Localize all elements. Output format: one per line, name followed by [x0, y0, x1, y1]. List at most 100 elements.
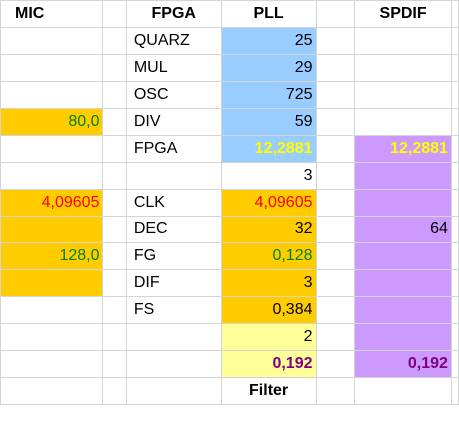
label-cell[interactable]: FS: [125, 296, 222, 325]
cell[interactable]: [354, 377, 452, 406]
cell[interactable]: [450, 53, 459, 82]
cell[interactable]: [450, 269, 459, 298]
spdif-cell[interactable]: 0,192: [354, 350, 452, 379]
pll-cell[interactable]: 2: [220, 323, 317, 352]
cell[interactable]: [315, 350, 356, 379]
mic-cell[interactable]: [0, 26, 104, 55]
mic-cell[interactable]: [0, 80, 104, 109]
cell[interactable]: [0, 377, 104, 406]
mic-cell[interactable]: [0, 323, 104, 352]
pll-cell[interactable]: 29: [220, 53, 317, 82]
cell[interactable]: [450, 161, 459, 190]
cell[interactable]: [102, 269, 127, 298]
cell[interactable]: [315, 377, 356, 406]
cell[interactable]: [450, 0, 459, 28]
cell[interactable]: [450, 377, 459, 406]
spdif-cell[interactable]: [354, 269, 452, 298]
cell[interactable]: [450, 134, 459, 163]
spdif-cell[interactable]: [354, 296, 452, 325]
cell[interactable]: [102, 134, 127, 163]
mic-cell[interactable]: [0, 269, 104, 298]
cell[interactable]: [102, 80, 127, 109]
cell[interactable]: [102, 0, 127, 28]
spdif-cell[interactable]: [354, 53, 452, 82]
cell[interactable]: [315, 53, 356, 82]
cell[interactable]: [102, 26, 127, 55]
pll-cell[interactable]: 32: [220, 215, 317, 244]
pll-cell[interactable]: 725: [220, 80, 317, 109]
fpga-header[interactable]: FPGA: [125, 0, 222, 28]
label-cell[interactable]: DIV: [125, 107, 222, 136]
cell[interactable]: [102, 350, 127, 379]
label-cell[interactable]: [125, 161, 222, 190]
mic-cell[interactable]: [0, 161, 104, 190]
cell[interactable]: [102, 323, 127, 352]
cell[interactable]: [450, 296, 459, 325]
cell[interactable]: [450, 215, 459, 244]
cell[interactable]: [315, 296, 356, 325]
spdif-cell[interactable]: [354, 161, 452, 190]
label-cell[interactable]: FG: [125, 242, 222, 271]
pll-cell[interactable]: 4,09605: [220, 188, 317, 217]
cell[interactable]: [102, 161, 127, 190]
cell[interactable]: [315, 323, 356, 352]
label-cell[interactable]: [125, 350, 222, 379]
cell[interactable]: [315, 215, 356, 244]
cell[interactable]: [102, 188, 127, 217]
cell[interactable]: [315, 269, 356, 298]
mic-cell[interactable]: 128,0: [0, 242, 104, 271]
cell[interactable]: [450, 188, 459, 217]
cell[interactable]: [102, 53, 127, 82]
label-cell[interactable]: QUARZ: [125, 26, 222, 55]
cell[interactable]: [315, 80, 356, 109]
cell[interactable]: [450, 242, 459, 271]
cell[interactable]: [102, 242, 127, 271]
spdif-cell[interactable]: [354, 107, 452, 136]
pll-header[interactable]: PLL: [220, 0, 317, 28]
label-cell[interactable]: FPGA: [125, 134, 222, 163]
mic-cell[interactable]: [0, 296, 104, 325]
label-cell[interactable]: DEC: [125, 215, 222, 244]
pll-cell[interactable]: 0,128: [220, 242, 317, 271]
cell[interactable]: [315, 188, 356, 217]
pll-cell[interactable]: 59: [220, 107, 317, 136]
pll-cell[interactable]: 3: [220, 269, 317, 298]
pll-cell[interactable]: 12,2881: [220, 134, 317, 163]
spdif-cell[interactable]: [354, 323, 452, 352]
spdif-cell[interactable]: [354, 80, 452, 109]
mic-cell[interactable]: [0, 53, 104, 82]
spdif-cell[interactable]: [354, 188, 452, 217]
spdif-cell[interactable]: [354, 242, 452, 271]
cell[interactable]: [102, 107, 127, 136]
spdif-cell[interactable]: 12,2881: [354, 134, 452, 163]
pll-cell[interactable]: 25: [220, 26, 317, 55]
mic-cell[interactable]: [0, 350, 104, 379]
cell[interactable]: [315, 242, 356, 271]
cell[interactable]: [315, 0, 356, 28]
cell[interactable]: [315, 26, 356, 55]
cell[interactable]: [450, 323, 459, 352]
label-cell[interactable]: MUL: [125, 53, 222, 82]
cell[interactable]: [450, 80, 459, 109]
mic-header[interactable]: MIC: [0, 0, 104, 28]
cell[interactable]: [102, 296, 127, 325]
mic-cell[interactable]: 4,09605: [0, 188, 104, 217]
cell[interactable]: [125, 377, 222, 406]
cell[interactable]: [315, 134, 356, 163]
pll-cell[interactable]: 0,192: [220, 350, 317, 379]
mic-cell[interactable]: [0, 134, 104, 163]
pll-cell[interactable]: 3: [220, 161, 317, 190]
pll-cell[interactable]: 0,384: [220, 296, 317, 325]
spdif-cell[interactable]: 64: [354, 215, 452, 244]
label-cell[interactable]: [125, 323, 222, 352]
label-cell[interactable]: OSC: [125, 80, 222, 109]
cell[interactable]: [315, 107, 356, 136]
cell[interactable]: [102, 377, 127, 406]
filter-label[interactable]: Filter: [220, 377, 317, 406]
label-cell[interactable]: DIF: [125, 269, 222, 298]
cell[interactable]: [450, 26, 459, 55]
spdif-header[interactable]: SPDIF: [354, 0, 452, 28]
cell[interactable]: [450, 107, 459, 136]
mic-cell[interactable]: [0, 215, 104, 244]
spdif-cell[interactable]: [354, 26, 452, 55]
